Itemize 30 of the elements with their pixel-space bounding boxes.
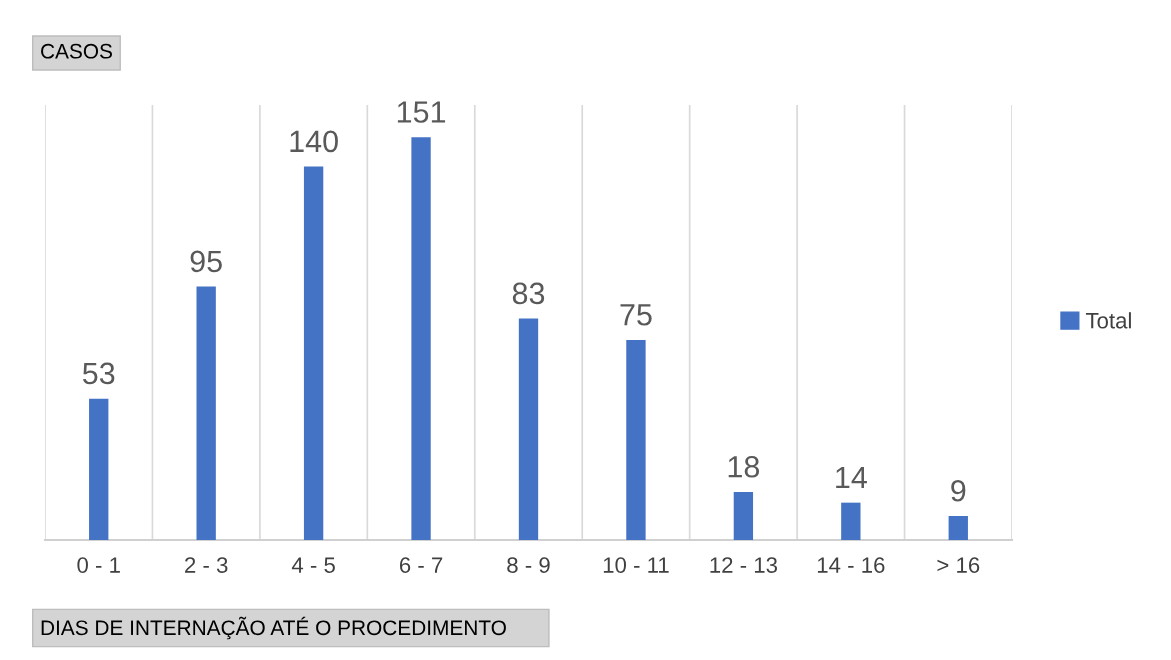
bar xyxy=(626,339,646,540)
bar xyxy=(411,137,431,540)
x-tick-label: 12 - 13 xyxy=(710,557,778,573)
x-tick-label: 8 - 9 xyxy=(507,557,550,573)
data-label: 14 xyxy=(836,466,867,488)
data-label: 75 xyxy=(620,304,652,326)
x-tick-label: 0 - 1 xyxy=(77,557,120,573)
x-tick-label: 14 - 16 xyxy=(817,557,885,573)
bar xyxy=(89,398,109,540)
data-label: 140 xyxy=(290,130,338,153)
bar xyxy=(948,515,968,540)
bar xyxy=(196,286,216,540)
x-tick-label: 2 - 3 xyxy=(185,557,228,573)
data-label: 151 xyxy=(397,101,446,123)
bar xyxy=(733,491,754,540)
data-label: 18 xyxy=(728,455,760,478)
data-label: 9 xyxy=(951,479,966,502)
x-axis-title: DIAS DE INTERNAÇÃO ATÉ O PROCEDIMENTO xyxy=(41,616,506,640)
y-axis-title: CASOS xyxy=(41,43,112,59)
data-label: 83 xyxy=(512,282,545,305)
bar xyxy=(841,502,861,540)
data-label: 53 xyxy=(82,362,115,385)
x-tick-label: 6 - 7 xyxy=(399,557,443,573)
x-tick-label: 4 - 5 xyxy=(291,557,335,573)
legend-label: Total xyxy=(1085,312,1131,329)
data-label: 95 xyxy=(190,250,222,273)
x-tick-label: > 16 xyxy=(937,557,980,573)
bar xyxy=(518,318,539,540)
x-tick-label: 10 - 11 xyxy=(603,557,669,573)
bar xyxy=(303,166,324,540)
